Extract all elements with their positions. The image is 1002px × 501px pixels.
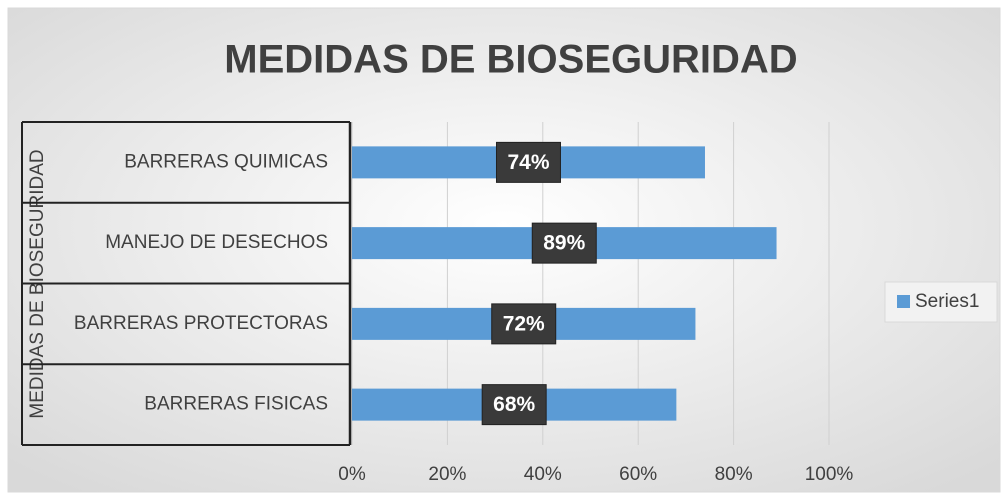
chart-title: MEDIDAS DE BIOSEGURIDAD	[224, 38, 797, 82]
data-label: 68%	[493, 393, 535, 416]
y-tick-label: BARRERAS QUIMICAS	[124, 151, 328, 172]
data-label: 74%	[507, 151, 549, 174]
data-label: 72%	[503, 312, 545, 335]
data-label-box	[495, 141, 561, 183]
x-tick-label: 0%	[338, 464, 366, 485]
data-label-box	[481, 384, 547, 426]
legend-label: Series1	[915, 291, 979, 312]
y-tick-label: BARRERAS PROTECTORAS	[74, 313, 328, 334]
legend-swatch	[897, 295, 910, 308]
x-tick-label: 100%	[805, 464, 854, 485]
data-label-box	[491, 303, 557, 345]
x-tick-label: 40%	[524, 464, 562, 485]
data-label: 89%	[543, 232, 585, 255]
x-tick-label: 20%	[428, 464, 466, 485]
x-tick-label: 60%	[619, 464, 657, 485]
x-tick-label: 80%	[715, 464, 753, 485]
y-tick-label: MANEJO DE DESECHOS	[105, 232, 328, 253]
data-label-box	[531, 222, 597, 264]
y-tick-label: BARRERAS FISICAS	[144, 394, 328, 415]
